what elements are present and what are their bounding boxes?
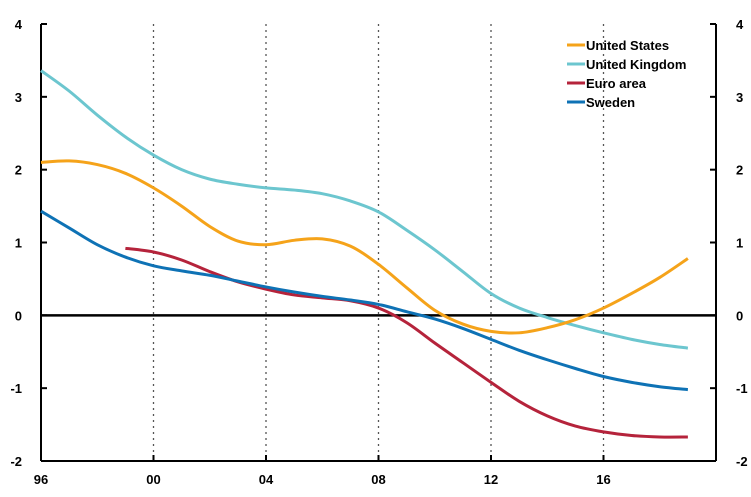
x-tick-label-00: 00 <box>146 472 160 487</box>
x-tick-label-12: 12 <box>484 472 498 487</box>
x-tick-label-08: 08 <box>371 472 385 487</box>
y-tick-label-right: 4 <box>736 17 744 32</box>
legend: United States United Kingdom Euro area Swed… <box>567 38 686 110</box>
x-tick-label-96: 96 <box>34 472 48 487</box>
series-line-sweden <box>40 209 689 392</box>
y-tick-label-right: 2 <box>736 163 743 178</box>
legend-label-united-states: United States <box>586 38 669 53</box>
y-tick-label-left: 3 <box>15 90 22 105</box>
y-tick-label-right: 3 <box>736 90 743 105</box>
x-tick-label-04: 04 <box>259 472 274 487</box>
series-lines <box>40 69 689 439</box>
y-tick-label-right: 1 <box>736 236 743 251</box>
y-tick-label-right: -2 <box>736 454 748 469</box>
y-tick-label-left: 1 <box>15 236 22 251</box>
y-tick-label-right: -1 <box>736 381 748 396</box>
legend-label-united-kingdom: United Kingdom <box>586 57 686 72</box>
y-tick-label-left: 2 <box>15 163 22 178</box>
series-line-united-kingdom <box>40 69 689 350</box>
tick-labels: 4 43 32 21 10 0-1 -1-2 -296 00 04 08 12 16 <box>10 17 747 487</box>
y-tick-label-right: 0 <box>736 308 743 323</box>
grid <box>152 24 605 461</box>
legend-label-sweden: Sweden <box>586 95 635 110</box>
legend-label-euro-area: Euro area <box>586 76 647 91</box>
y-tick-label-left: 4 <box>15 17 23 32</box>
series-line-euro-area <box>125 246 688 439</box>
y-tick-label-left: -1 <box>10 381 22 396</box>
series-line-united-states <box>40 159 689 335</box>
y-tick-label-left: 0 <box>15 308 22 323</box>
axes <box>40 23 717 462</box>
x-tick-label-16: 16 <box>596 472 610 487</box>
y-tick-label-left: -2 <box>10 454 22 469</box>
